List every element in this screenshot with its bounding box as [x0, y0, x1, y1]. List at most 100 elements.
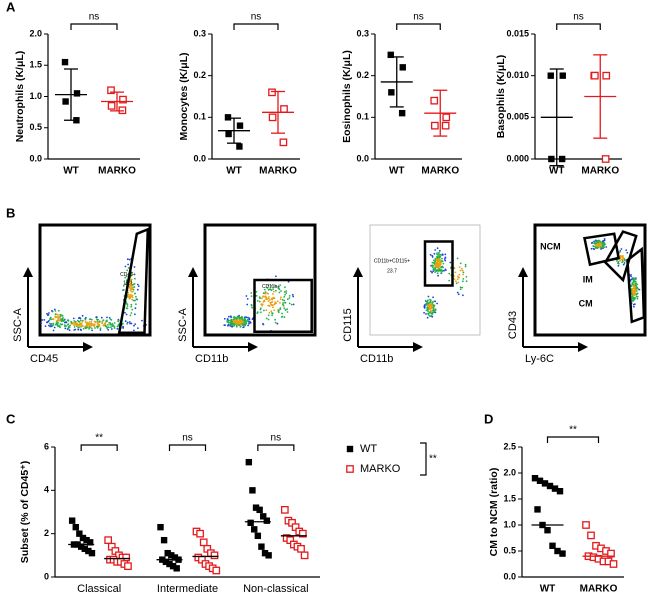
event-dot: [603, 241, 605, 244]
y-tick-label: 1.5: [503, 493, 516, 503]
event-dot: [453, 267, 456, 270]
y-tick-label: 0.0: [29, 153, 42, 163]
event-dot: [266, 292, 269, 295]
data-point: [548, 155, 555, 163]
data-point: [279, 138, 288, 147]
data-point: [169, 562, 177, 570]
event-dot: [117, 320, 119, 323]
event-dot: [132, 283, 135, 286]
event-dot: [265, 317, 268, 320]
event-dot: [431, 266, 434, 269]
arrow-head: [353, 267, 363, 277]
event-dot: [426, 306, 429, 309]
event-dot: [456, 257, 459, 260]
event-dot: [130, 322, 133, 325]
event-dot: [456, 278, 459, 281]
event-dot: [286, 311, 289, 313]
event-dot: [437, 270, 439, 272]
event-dot: [111, 325, 114, 327]
event-dot: [455, 280, 457, 282]
event-dot: [280, 290, 282, 292]
legend-marker: [346, 445, 354, 453]
y-tick-label: 2: [44, 528, 49, 538]
event-dot: [432, 264, 435, 267]
significance-label: **: [569, 425, 577, 436]
x-tick-label: Classical: [77, 583, 121, 594]
event-dot: [428, 304, 431, 307]
event-dot: [432, 270, 435, 273]
event-dot: [124, 283, 127, 286]
event-dot: [635, 290, 637, 293]
event-dot: [427, 304, 430, 306]
event-dot: [110, 328, 113, 330]
event-dot: [98, 320, 101, 323]
event-dot: [616, 260, 618, 262]
event-dot: [251, 306, 254, 309]
x-tick-label: MARKO: [98, 166, 136, 177]
arrow-head: [578, 342, 588, 352]
event-dot: [259, 297, 261, 299]
data-point: [245, 458, 253, 466]
event-dot: [440, 269, 443, 272]
data-point: [168, 552, 175, 559]
data-point: [609, 560, 618, 568]
event-dot: [428, 308, 431, 310]
event-dot: [99, 329, 102, 331]
event-dot: [434, 269, 436, 272]
event-dot: [59, 313, 62, 316]
event-dot: [128, 258, 131, 261]
event-dot: [90, 321, 93, 323]
arrow-head: [83, 342, 93, 352]
event-dot: [113, 322, 116, 324]
event-dot: [240, 319, 243, 322]
event-dot: [268, 296, 270, 298]
event-dot: [603, 246, 605, 249]
event-dot: [449, 261, 452, 264]
event-dot: [263, 288, 266, 291]
event-dot: [592, 247, 595, 250]
event-dot: [632, 280, 635, 282]
event-dot: [429, 299, 432, 302]
event-dot: [459, 269, 462, 272]
event-dot: [599, 247, 602, 250]
y-tick-label: 0.010: [506, 70, 529, 80]
y-tick-label: 0.0: [193, 153, 206, 163]
event-dot: [619, 250, 622, 252]
y-axis-label: Subset (% of CD45⁺): [19, 461, 31, 563]
event-dot: [267, 318, 270, 321]
significance-bracket: [556, 23, 601, 30]
event-dot: [95, 316, 98, 319]
event-dot: [284, 286, 286, 289]
data-point: [442, 113, 451, 122]
event-dot: [245, 295, 248, 297]
event-dot: [85, 322, 88, 325]
event-dot: [638, 288, 641, 291]
gate: [253, 278, 313, 333]
event-dot: [288, 297, 291, 299]
event-dot: [457, 281, 460, 284]
event-dot: [124, 320, 127, 323]
event-dot: [602, 244, 604, 247]
event-dot: [51, 324, 54, 327]
event-dot: [633, 305, 635, 308]
event-dot: [444, 253, 447, 256]
data-point: [79, 534, 87, 542]
panel-label: D: [484, 411, 493, 426]
data-point: [260, 513, 267, 520]
event-dot: [270, 310, 273, 313]
event-dot: [434, 300, 436, 303]
event-dot: [133, 329, 135, 332]
x-tick-label: WT: [549, 166, 565, 177]
data-point: [263, 517, 271, 524]
event-dot: [79, 319, 82, 322]
event-dot: [88, 323, 91, 325]
event-dot: [81, 320, 84, 323]
event-dot: [444, 268, 447, 271]
event-dot: [263, 300, 266, 303]
event-dot: [269, 303, 272, 305]
event-dot: [431, 301, 434, 304]
event-dot: [423, 311, 425, 314]
event-dot: [243, 322, 246, 324]
event-dot: [621, 258, 623, 261]
data-point: [268, 88, 276, 97]
